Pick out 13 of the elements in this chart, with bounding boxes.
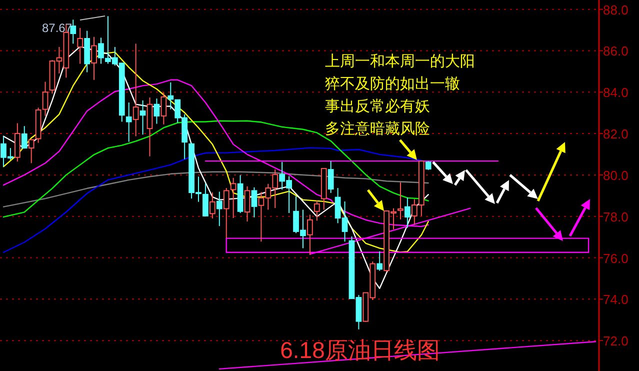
y-tick-label: 80.0 bbox=[603, 168, 628, 183]
y-tick-label: 72.0 bbox=[603, 334, 628, 349]
y-tick-label: 74.0 bbox=[603, 292, 628, 308]
y-tick-label: 84.0 bbox=[603, 85, 628, 100]
annotation: 上周一和本周一的大阳 bbox=[325, 53, 475, 70]
y-tick-label: 88.0 bbox=[603, 2, 628, 18]
y-tick-label: 82.0 bbox=[603, 126, 628, 142]
y-tick-label: 76.0 bbox=[603, 250, 628, 266]
annotation: 猝不及防的如出一辙 bbox=[325, 76, 460, 92]
y-tick-label: 78.0 bbox=[603, 209, 628, 224]
annotation: 多注意暗藏风险 bbox=[325, 120, 430, 138]
y-tick-label: 86.0 bbox=[603, 44, 628, 59]
annotation: 事出反常必有妖 bbox=[325, 98, 430, 115]
